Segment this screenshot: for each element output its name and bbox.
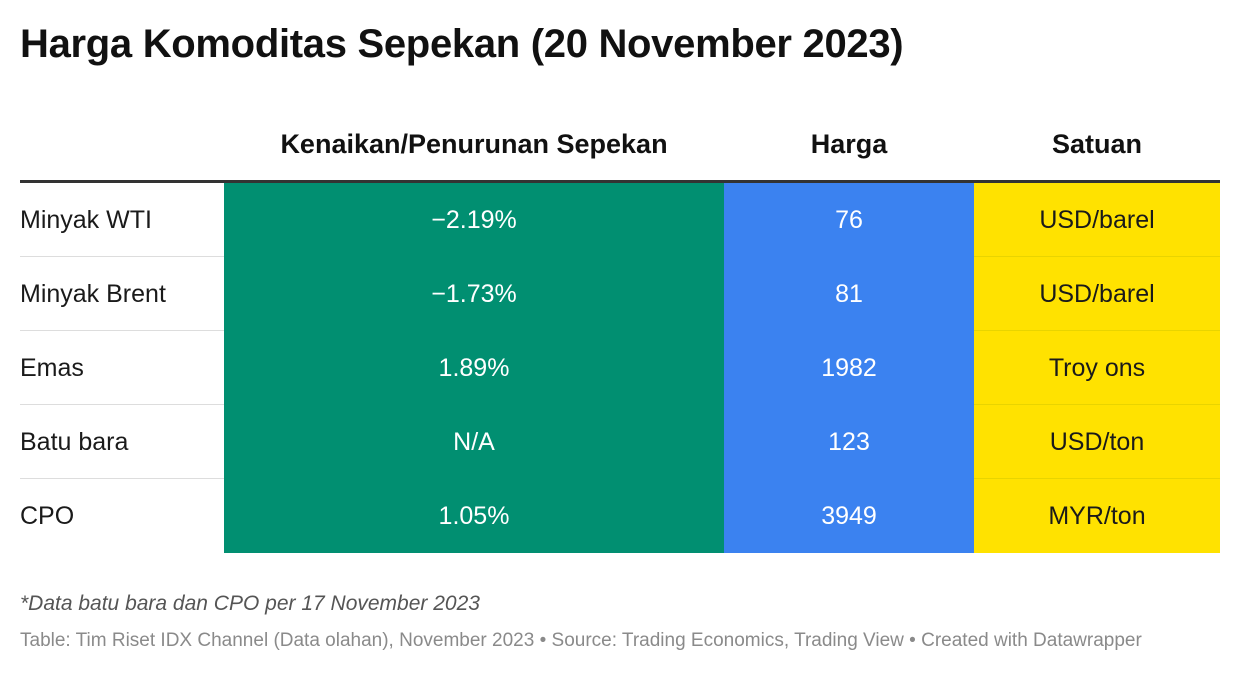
row-divider bbox=[20, 404, 224, 405]
row-unit: Troy ons bbox=[974, 331, 1220, 405]
row-price: 76 bbox=[724, 183, 974, 257]
table-row: Minyak WTI −2.19% 76 USD/barel bbox=[20, 183, 1220, 257]
row-divider bbox=[974, 478, 1220, 479]
row-name: CPO bbox=[20, 502, 75, 530]
header-unit: Satuan bbox=[1051, 129, 1143, 159]
row-name: Emas bbox=[20, 354, 84, 382]
row-unit: USD/barel bbox=[974, 183, 1220, 257]
header-price: Harga bbox=[810, 129, 888, 159]
row-change: 1.05% bbox=[224, 479, 724, 553]
table-row: CPO 1.05% 3949 MYR/ton bbox=[20, 479, 1220, 553]
header-name bbox=[20, 104, 224, 180]
row-unit: USD/ton bbox=[974, 405, 1220, 479]
row-name: Batu bara bbox=[20, 428, 129, 456]
row-price: 81 bbox=[724, 257, 974, 331]
row-divider bbox=[20, 478, 224, 479]
table-row: Batu bara N/A 123 USD/ton bbox=[20, 405, 1220, 479]
row-change: −2.19% bbox=[224, 183, 724, 257]
row-change: N/A bbox=[224, 405, 724, 479]
source-line: Table: Tim Riset IDX Channel (Data olaha… bbox=[20, 630, 1142, 651]
row-price: 1982 bbox=[724, 331, 974, 405]
commodity-table: Kenaikan/Penurunan Sepekan Harga Satuan … bbox=[20, 104, 1220, 553]
row-change: 1.89% bbox=[224, 331, 724, 405]
chart-title: Harga Komoditas Sepekan (20 November 202… bbox=[20, 22, 904, 66]
row-change: −1.73% bbox=[224, 257, 724, 331]
table-body: Minyak WTI −2.19% 76 USD/barel Minyak Brent −… bbox=[20, 183, 1220, 553]
table-header: Kenaikan/Penurunan Sepekan Harga Satuan bbox=[20, 104, 1220, 183]
footnote: *Data batu bara dan CPO per 17 November … bbox=[20, 592, 480, 615]
row-unit: MYR/ton bbox=[974, 479, 1220, 553]
table-row: Minyak Brent −1.73% 81 USD/barel bbox=[20, 257, 1220, 331]
row-price: 3949 bbox=[724, 479, 974, 553]
row-divider bbox=[974, 256, 1220, 257]
row-name: Minyak WTI bbox=[20, 206, 152, 234]
row-divider bbox=[20, 330, 224, 331]
table-row: Emas 1.89% 1982 Troy ons bbox=[20, 331, 1220, 405]
row-divider bbox=[974, 330, 1220, 331]
row-unit: USD/barel bbox=[974, 257, 1220, 331]
row-divider bbox=[974, 404, 1220, 405]
row-price: 123 bbox=[724, 405, 974, 479]
row-divider bbox=[20, 256, 224, 257]
header-change: Kenaikan/Penurunan Sepekan bbox=[280, 129, 668, 159]
row-name: Minyak Brent bbox=[20, 280, 166, 308]
chart-page: Harga Komoditas Sepekan (20 November 202… bbox=[20, 0, 1220, 700]
